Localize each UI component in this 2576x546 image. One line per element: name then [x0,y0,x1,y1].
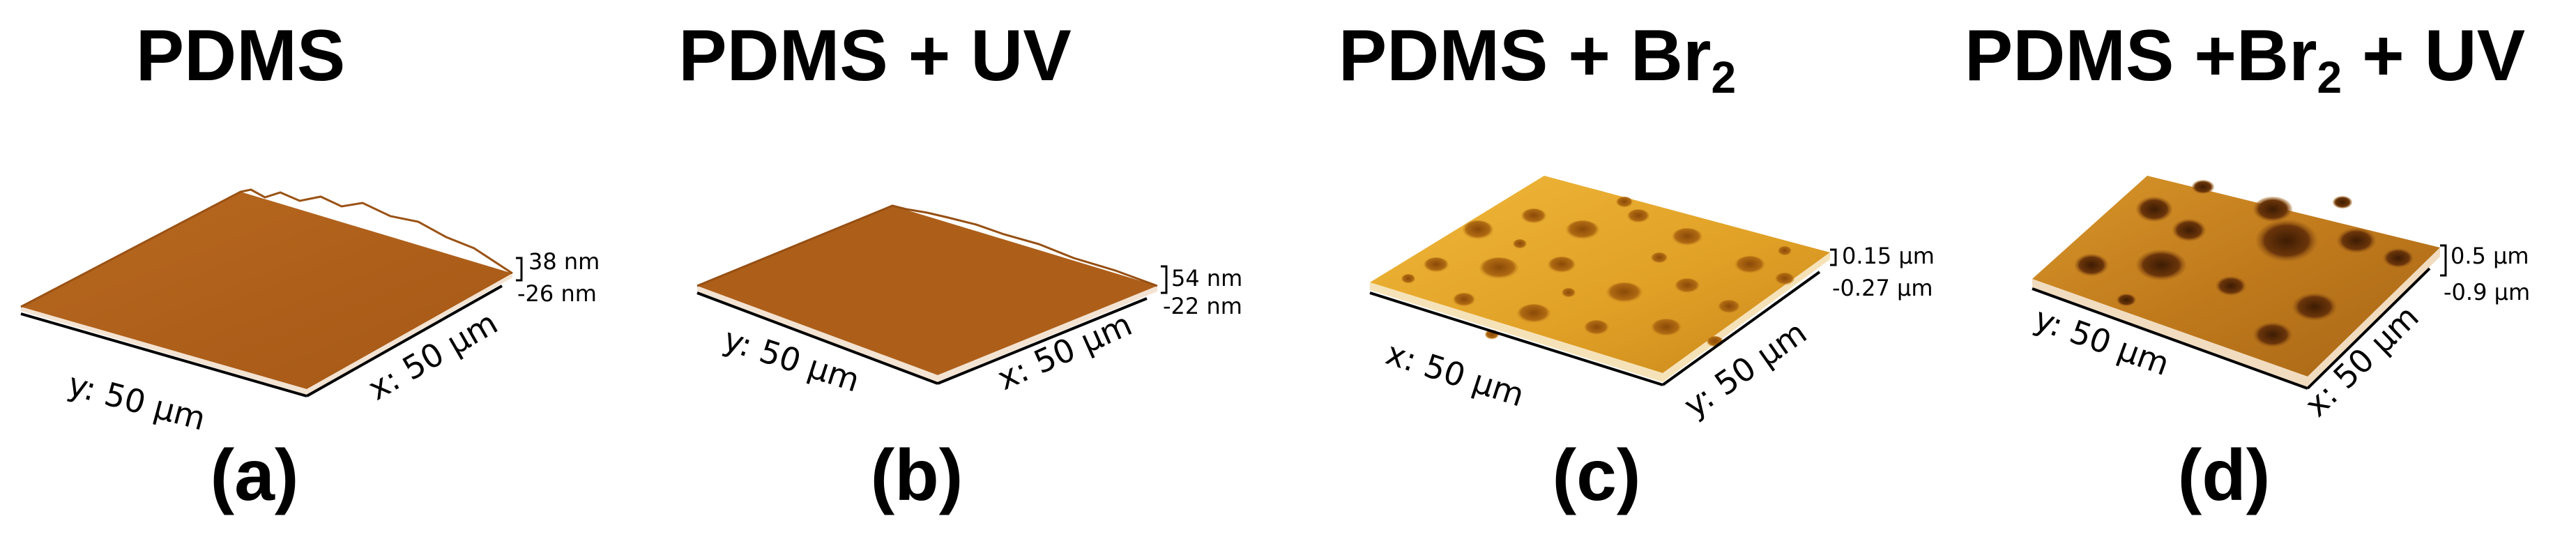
panel-a-zmin: -26 nm [517,280,597,307]
panel-c-zmax: 0.15 μm [1842,243,1935,269]
panel-d-letter: (d) [2177,435,2271,516]
panel-b-letter: (b) [870,435,963,516]
panel-a-title: PDMS [135,15,346,96]
panel-d-zmin: -0.9 μm [2444,279,2530,305]
panel-c-surface: 0.15 μm -0.27 μm x: 50 μm y: 50 μm [1369,176,1935,425]
panel-a-axis-front: y: 50 μm [64,365,209,437]
panel-b-zmin: -22 nm [1163,293,1242,319]
panel-b-surface: 54 nm -22 nm y: 50 μm x: 50 μm [696,204,1242,400]
panel-c-title: PDMS + Br2 [1338,15,1737,103]
panel-d-zmax: 0.5 μm [2451,243,2529,269]
panel-a-letter: (a) [210,435,299,516]
panel-c-zmin: -0.27 μm [1832,275,1933,301]
panel-d-surface: 0.5 μm -0.9 μm y: 50 μm x: 50 μm [2029,176,2530,424]
panel-c-axis-front: x: 50 μm [1382,334,1529,414]
panel-a-zmax: 38 nm [528,248,600,275]
panel-b-title: PDMS + UV [678,15,1072,96]
panel-a-surface: 38 nm -26 nm y: 50 μm x: 50 μm [20,188,600,438]
panel-c-letter: (c) [1552,435,1641,516]
panel-d-title: PDMS +Br2 + UV [1964,15,2526,103]
panel-b-zmax: 54 nm [1171,265,1242,291]
